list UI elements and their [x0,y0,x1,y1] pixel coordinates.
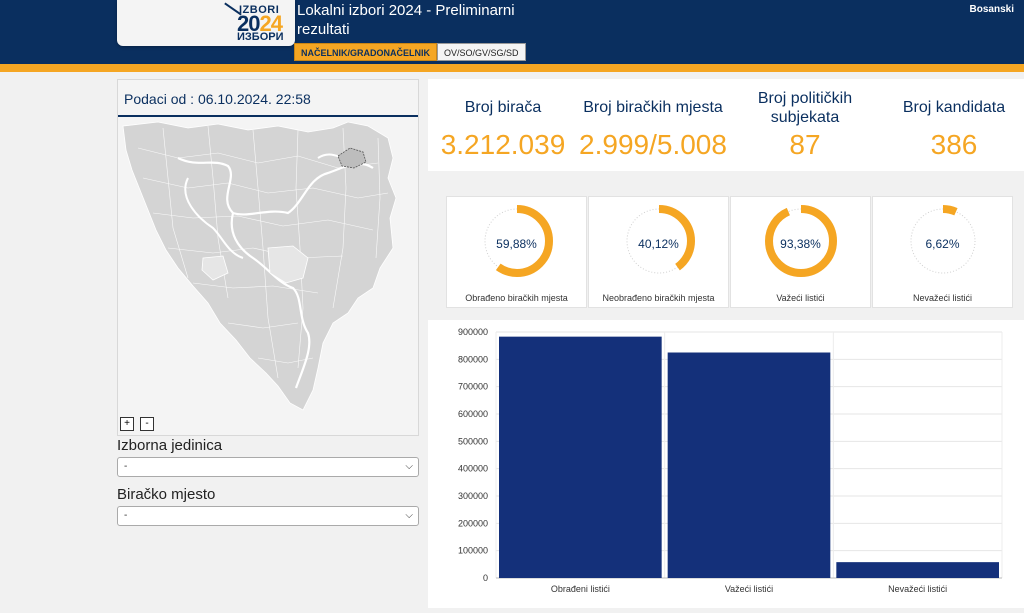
stat-broj-biraca: Broj birača 3.212.039 [428,85,578,160]
y-tick-label: 400000 [458,464,488,474]
page-title: Lokalni izbori 2024 - Preliminarni rezul… [297,2,515,38]
bar [499,336,662,578]
election-type-tabs: NAČELNIK/GRADONAČELNIK OV/SO/GV/SG/SD [294,43,526,61]
biracko-mjesto-label: Biračko mjesto [117,486,216,503]
biracko-mjesto-value: - [124,510,128,521]
tab-vijece[interactable]: OV/SO/GV/SG/SD [437,43,526,61]
brcko-district [337,147,367,169]
x-tick-label: Nevažeći listići [888,584,947,594]
stat-label: Broj kandidata [902,99,1006,116]
stat-value: 2.999/5.008 [579,129,727,160]
logo-container[interactable]: IZBORI 2024 ИЗБОРИ [117,0,295,46]
x-tick-label: Obrađeni listići [551,584,610,594]
bih-map[interactable] [118,118,418,418]
divider [118,115,418,117]
gauge-card: 6,62% Nevažeći listići [872,196,1013,308]
data-timestamp: Podaci od : 06.10.2024. 22:58 [124,91,311,107]
donut-gauge [623,205,695,277]
map-panel: Podaci od : 06.10.2024. 22:58 + - [117,79,419,436]
donut-gauge [481,205,553,277]
bar [667,352,831,578]
tab-nacelnik[interactable]: NAČELNIK/GRADONAČELNIK [294,43,437,61]
gauge-card: 59,88% Obrađeno biračkih mjesta [446,196,587,308]
y-tick-label: 600000 [458,409,488,419]
y-tick-label: 200000 [458,518,488,528]
map-country-shape [122,121,397,411]
logo-text-latin: IZBORI [239,4,280,16]
y-tick-label: 300000 [458,491,488,501]
chevron-down-icon: ⌵ [405,510,413,521]
stat-value: 386 [930,129,978,160]
zoom-in-button[interactable]: + [120,417,134,431]
y-tick-label: 800000 [458,354,488,364]
chevron-down-icon: ⌵ [405,461,413,472]
header-accent-stripe [0,64,1024,72]
y-tick-label: 0 [483,573,488,583]
biracko-mjesto-select[interactable]: - ⌵ [117,506,419,526]
donut-gauge [765,205,837,277]
gauge-percent: 93,38% [780,237,821,251]
izborna-jedinica-value: - [124,461,128,472]
stat-broj-birackih-mjesta: Broj biračkih mjesta 2.999/5.008 [578,85,728,160]
stat-broj-kandidata: Broj kandidata 386 [884,85,1024,160]
gauge-label: Neobrađeno biračkih mjesta [602,293,715,303]
izborna-jedinica-select[interactable]: - ⌵ [117,457,419,477]
bar [836,562,999,578]
gauge-percent: 6,62% [925,237,960,251]
donut-gauge [907,205,979,277]
y-tick-label: 500000 [458,436,488,446]
ballots-bar-chart: 0 100000 200000 300000 400000 500000 600000 700… [458,327,1003,594]
izbori-2024-logo[interactable]: IZBORI 2024 ИЗБОРИ [217,2,295,44]
language-selector[interactable]: Bosanski [969,4,1014,15]
stat-value: 87 [789,129,821,160]
gauge-label: Obrađeno biračkih mjesta [465,293,568,303]
map-highlight-region-2 [201,255,229,281]
stat-broj-politickih-subjekata: Broj političkih subjekata 87 [738,85,872,160]
logo-text-cyrillic: ИЗБОРИ [237,31,284,43]
zoom-out-button[interactable]: - [140,417,154,431]
x-tick-label: Važeći listići [725,584,773,594]
stat-value: 3.212.039 [440,129,566,160]
y-tick-label: 700000 [458,382,488,392]
map-highlight-region [267,245,309,284]
logo-year: 2024 [237,11,283,36]
stat-label: Broj birača [464,99,542,116]
gauge-percent: 40,12% [638,237,679,251]
gauge-label: Važeći listići [776,293,825,303]
ballots-bar-chart-panel: 0 100000 200000 300000 400000 500000 600000 700… [428,320,1024,608]
stat-label: Broj političkih subjekata [757,89,853,126]
gauge-card: 93,38% Važeći listići [730,196,871,308]
y-tick-label: 100000 [458,546,488,556]
stat-label: Broj biračkih mjesta [583,99,723,116]
y-tick-label: 900000 [458,327,488,337]
summary-stats: Broj birača 3.212.039 Broj biračkih mjes… [428,79,1024,171]
izborna-jedinica-label: Izborna jedinica [117,437,223,454]
map-entity-border [177,157,374,389]
gauge-label: Nevažeći listići [912,293,972,303]
gauge-card: 40,12% Neobrađeno biračkih mjesta [588,196,729,308]
gauge-percent: 59,88% [496,237,537,251]
